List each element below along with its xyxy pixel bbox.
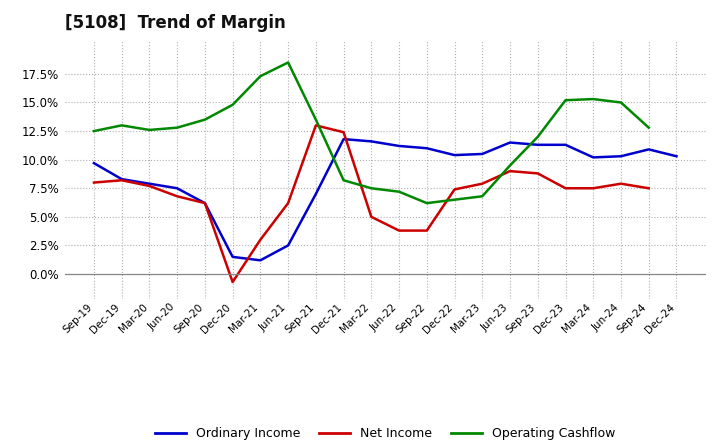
Ordinary Income [228,254,237,260]
Net Income [89,180,98,185]
Operating Cashflow [228,102,237,107]
Text: [5108]  Trend of Margin: [5108] Trend of Margin [65,15,286,33]
Ordinary Income [450,153,459,158]
Ordinary Income [256,258,265,263]
Ordinary Income [672,154,681,159]
Operating Cashflow [117,123,126,128]
Operating Cashflow [450,197,459,202]
Ordinary Income [145,181,154,186]
Net Income [145,183,154,189]
Operating Cashflow [89,128,98,134]
Net Income [589,186,598,191]
Ordinary Income [423,146,431,151]
Ordinary Income [284,243,292,248]
Ordinary Income [89,161,98,166]
Ordinary Income [117,176,126,182]
Line: Ordinary Income: Ordinary Income [94,139,677,260]
Operating Cashflow [173,125,181,130]
Ordinary Income [644,147,653,152]
Ordinary Income [478,151,487,157]
Net Income [284,201,292,206]
Ordinary Income [505,140,514,145]
Operating Cashflow [644,125,653,130]
Net Income [534,171,542,176]
Operating Cashflow [339,178,348,183]
Operating Cashflow [423,201,431,206]
Net Income [173,194,181,199]
Net Income [561,186,570,191]
Ordinary Income [201,201,210,206]
Net Income [644,186,653,191]
Net Income [478,181,487,186]
Operating Cashflow [395,189,403,194]
Net Income [312,123,320,128]
Operating Cashflow [201,117,210,122]
Net Income [395,228,403,233]
Ordinary Income [339,136,348,142]
Operating Cashflow [561,98,570,103]
Net Income [256,237,265,242]
Operating Cashflow [145,127,154,132]
Net Income [228,279,237,285]
Ordinary Income [312,191,320,197]
Ordinary Income [173,186,181,191]
Operating Cashflow [589,96,598,102]
Net Income [201,201,210,206]
Net Income [339,130,348,135]
Operating Cashflow [616,100,625,105]
Legend: Ordinary Income, Net Income, Operating Cashflow: Ordinary Income, Net Income, Operating C… [150,422,621,440]
Operating Cashflow [505,163,514,168]
Operating Cashflow [478,194,487,199]
Ordinary Income [534,142,542,147]
Net Income [505,169,514,174]
Net Income [117,178,126,183]
Line: Net Income: Net Income [94,125,649,282]
Operating Cashflow [284,60,292,65]
Net Income [423,228,431,233]
Line: Operating Cashflow: Operating Cashflow [94,62,649,203]
Operating Cashflow [534,134,542,139]
Ordinary Income [395,143,403,149]
Operating Cashflow [256,73,265,79]
Net Income [367,214,376,220]
Operating Cashflow [312,117,320,122]
Ordinary Income [589,155,598,160]
Ordinary Income [561,142,570,147]
Ordinary Income [367,139,376,144]
Net Income [616,181,625,186]
Net Income [450,187,459,192]
Ordinary Income [616,154,625,159]
Operating Cashflow [367,186,376,191]
